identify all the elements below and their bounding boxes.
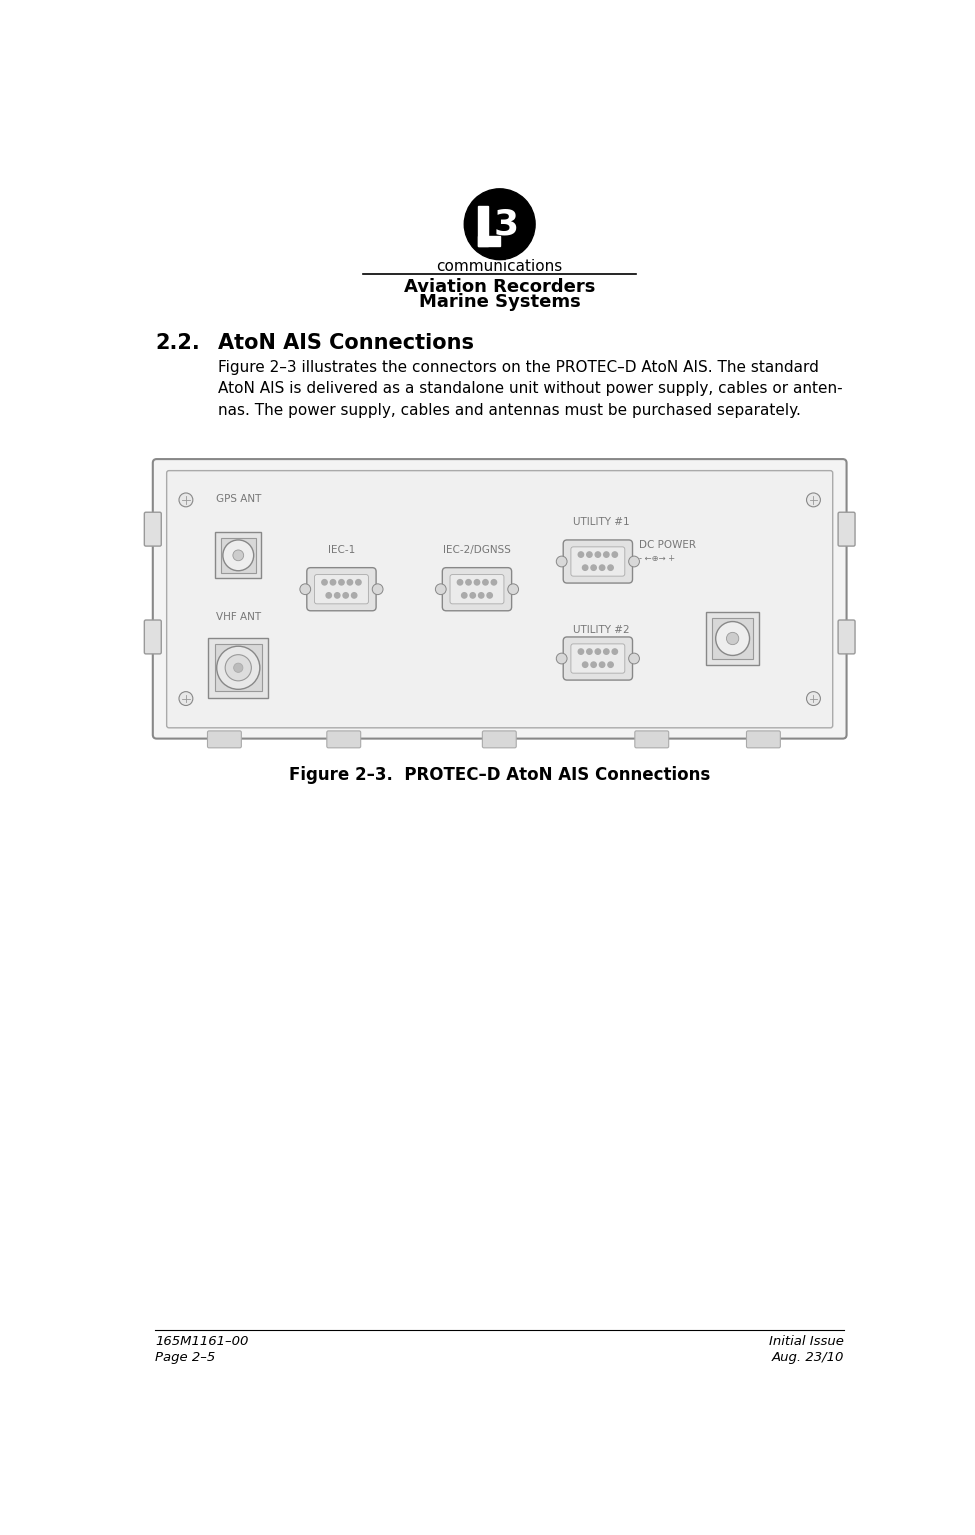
Circle shape [334, 593, 340, 599]
Circle shape [591, 565, 597, 571]
Circle shape [587, 649, 592, 654]
FancyBboxPatch shape [443, 568, 512, 611]
FancyBboxPatch shape [483, 731, 516, 748]
Text: IEC-2/DGNSS: IEC-2/DGNSS [443, 545, 511, 554]
Circle shape [347, 580, 353, 585]
Circle shape [234, 663, 243, 672]
FancyBboxPatch shape [747, 731, 780, 748]
Text: AtoN AIS is delivered as a standalone unit without power supply, cables or anten: AtoN AIS is delivered as a standalone un… [218, 381, 842, 396]
Text: Aviation Recorders: Aviation Recorders [404, 278, 596, 296]
FancyBboxPatch shape [635, 731, 669, 748]
Circle shape [457, 580, 463, 585]
FancyBboxPatch shape [315, 574, 369, 603]
FancyBboxPatch shape [838, 513, 855, 546]
Text: Marine Systems: Marine Systems [419, 293, 580, 312]
Circle shape [582, 565, 588, 571]
Circle shape [338, 580, 344, 585]
Text: Page 2–5: Page 2–5 [155, 1351, 215, 1363]
Circle shape [582, 662, 588, 668]
Text: 3: 3 [493, 207, 519, 241]
Circle shape [595, 553, 601, 557]
Text: UTILITY #1: UTILITY #1 [573, 517, 630, 527]
FancyBboxPatch shape [327, 731, 361, 748]
Circle shape [466, 580, 471, 585]
Circle shape [595, 649, 601, 654]
Circle shape [578, 553, 584, 557]
Circle shape [604, 649, 609, 654]
Text: DC POWER: DC POWER [639, 540, 696, 550]
FancyBboxPatch shape [208, 731, 242, 748]
Circle shape [343, 593, 348, 599]
FancyBboxPatch shape [167, 471, 833, 728]
Circle shape [557, 556, 567, 566]
Bar [478, 236, 499, 246]
FancyBboxPatch shape [144, 513, 161, 546]
Text: VHF ANT: VHF ANT [215, 612, 261, 622]
Circle shape [806, 692, 820, 706]
Circle shape [726, 632, 739, 645]
Circle shape [483, 580, 488, 585]
Circle shape [179, 692, 193, 706]
Text: communications: communications [437, 259, 563, 275]
Text: Aug. 23/10: Aug. 23/10 [772, 1351, 844, 1363]
FancyBboxPatch shape [564, 540, 633, 583]
Circle shape [216, 646, 259, 689]
Circle shape [487, 593, 492, 599]
Text: Figure 2–3.  PROTEC–D AtoN AIS Connections: Figure 2–3. PROTEC–D AtoN AIS Connection… [289, 766, 711, 783]
Circle shape [607, 565, 613, 571]
Circle shape [629, 556, 640, 566]
FancyBboxPatch shape [571, 643, 625, 674]
FancyBboxPatch shape [144, 620, 161, 654]
Circle shape [578, 649, 584, 654]
Circle shape [372, 583, 383, 594]
Circle shape [322, 580, 328, 585]
FancyBboxPatch shape [153, 459, 846, 738]
Circle shape [464, 189, 535, 259]
Circle shape [600, 565, 604, 571]
Circle shape [474, 580, 480, 585]
Circle shape [479, 593, 484, 599]
Circle shape [591, 662, 597, 668]
Circle shape [508, 583, 519, 594]
Text: Figure 2–3 illustrates the connectors on the PROTEC–D AtoN AIS. The standard: Figure 2–3 illustrates the connectors on… [218, 359, 819, 375]
Circle shape [600, 662, 604, 668]
Circle shape [179, 493, 193, 507]
FancyBboxPatch shape [571, 546, 625, 576]
Circle shape [300, 583, 311, 594]
Circle shape [225, 654, 252, 682]
Circle shape [612, 649, 617, 654]
Text: GPS ANT: GPS ANT [215, 494, 261, 503]
Text: UTILITY #2: UTILITY #2 [573, 625, 630, 634]
Circle shape [587, 553, 592, 557]
Text: Initial Issue: Initial Issue [769, 1335, 844, 1348]
Circle shape [716, 622, 750, 655]
Circle shape [806, 493, 820, 507]
Circle shape [223, 540, 254, 571]
Circle shape [607, 662, 613, 668]
Circle shape [604, 553, 609, 557]
Bar [478, 206, 488, 246]
Circle shape [331, 580, 335, 585]
Text: 165M1161–00: 165M1161–00 [155, 1335, 249, 1348]
Circle shape [461, 593, 467, 599]
Circle shape [470, 593, 476, 599]
Text: IEC-1: IEC-1 [328, 545, 355, 554]
Circle shape [351, 593, 357, 599]
FancyBboxPatch shape [838, 620, 855, 654]
Text: - ←⊕→ +: - ←⊕→ + [639, 554, 675, 563]
Text: nas. The power supply, cables and antennas must be purchased separately.: nas. The power supply, cables and antenn… [218, 402, 801, 418]
Circle shape [491, 580, 496, 585]
Circle shape [356, 580, 361, 585]
FancyBboxPatch shape [307, 568, 376, 611]
Text: 2.2.: 2.2. [155, 333, 200, 353]
Circle shape [233, 550, 244, 560]
Text: AtoN AIS Connections: AtoN AIS Connections [218, 333, 474, 353]
Circle shape [436, 583, 447, 594]
Circle shape [326, 593, 332, 599]
FancyBboxPatch shape [564, 637, 633, 680]
Circle shape [557, 652, 567, 665]
Circle shape [612, 553, 617, 557]
Circle shape [629, 652, 640, 665]
FancyBboxPatch shape [450, 574, 504, 603]
